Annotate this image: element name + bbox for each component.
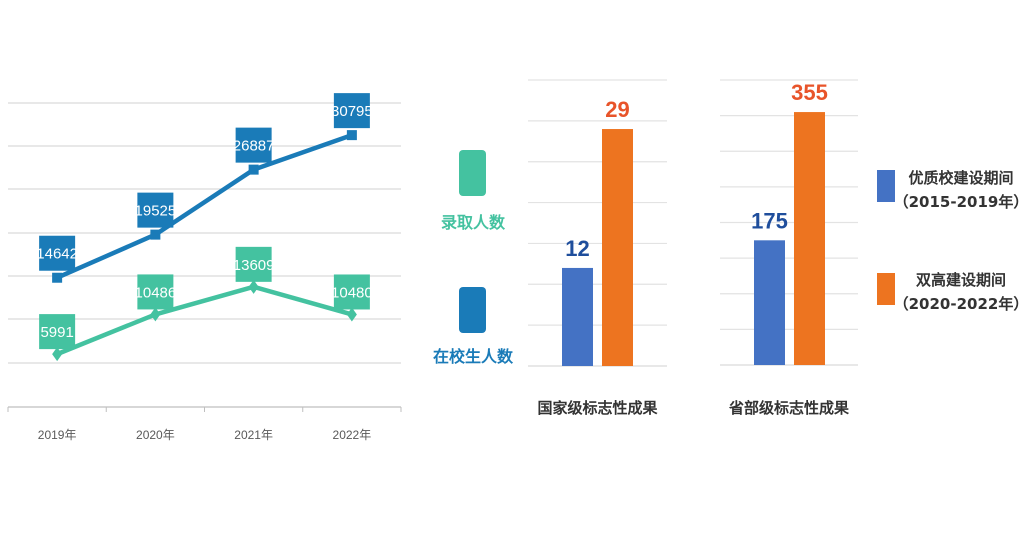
x-tick-label: 2021年	[234, 428, 273, 442]
legend-label: 在校生人数	[433, 347, 514, 366]
data-point	[248, 279, 259, 294]
data-label: 13609	[233, 257, 275, 274]
legend-swatch	[877, 170, 895, 202]
series-line-0	[56, 133, 353, 280]
data-point	[150, 229, 161, 240]
bar	[562, 267, 593, 366]
data-label-box	[333, 93, 370, 129]
data-label-box	[39, 314, 76, 350]
x-tick-label: 2019年	[38, 428, 77, 442]
data-label: 14642	[36, 246, 78, 263]
data-point	[346, 130, 357, 141]
bar-value-label: 29	[605, 97, 629, 122]
data-point	[52, 347, 63, 362]
x-tick-label: 2020年	[136, 428, 175, 442]
data-label: 26887	[233, 138, 275, 155]
data-label-box	[39, 235, 76, 271]
data-label: 5991	[40, 324, 73, 341]
legend-label: 双高建设期间	[916, 271, 1006, 289]
legend-label: 优质校建设期间	[908, 169, 1013, 187]
data-label: 30795	[331, 103, 373, 120]
legend-label: 录取人数	[441, 213, 506, 232]
data-point	[346, 307, 357, 322]
legend-swatch	[459, 150, 486, 196]
data-label-box	[137, 192, 174, 228]
data-label: 10480	[331, 284, 373, 301]
data-point	[52, 272, 63, 283]
data-point	[248, 164, 259, 175]
legend-sublabel: （2020-2022年）	[894, 295, 1024, 313]
data-label-box	[333, 274, 370, 310]
data-label-box	[137, 274, 174, 310]
legend-swatch	[459, 287, 486, 333]
bar	[794, 112, 825, 365]
bar	[754, 240, 785, 365]
legend-swatch	[877, 273, 895, 305]
series-line-1	[56, 284, 353, 357]
x-tick-label: 2022年	[333, 428, 372, 442]
bar-value-label: 12	[565, 236, 589, 261]
bar	[602, 129, 633, 366]
bar-value-label: 175	[751, 208, 788, 233]
data-point	[150, 307, 161, 322]
bar-value-label: 355	[791, 80, 828, 105]
data-label-box	[235, 127, 272, 163]
data-label: 10486	[135, 284, 177, 301]
legend-sublabel: （2015-2019年）	[894, 193, 1024, 211]
category-label: 国家级标志性成果	[537, 399, 658, 417]
data-label: 19525	[135, 203, 177, 220]
data-label-box	[235, 246, 272, 282]
category-label: 省部级标志性成果	[728, 399, 850, 417]
